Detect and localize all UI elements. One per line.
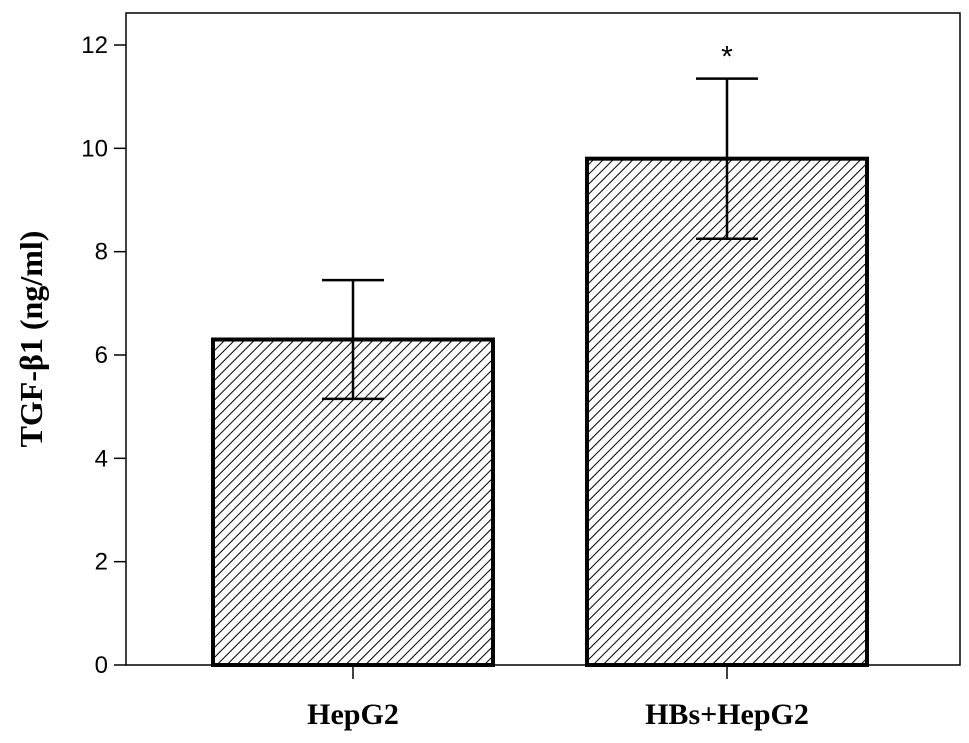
y-tick-label: 4 bbox=[95, 445, 108, 472]
x-category-label: HBs+HepG2 bbox=[645, 698, 809, 731]
y-axis: 0 2 4 6 8 10 12 bbox=[81, 32, 126, 679]
x-category-label: HepG2 bbox=[307, 698, 399, 731]
y-tick-label: 6 bbox=[95, 342, 108, 369]
error-bar bbox=[696, 77, 758, 240]
bars: * bbox=[211, 41, 869, 668]
y-tick-label: 12 bbox=[81, 32, 108, 59]
bar-hbs-hepg2 bbox=[585, 156, 869, 668]
plot-area-frame bbox=[125, 12, 961, 666]
y-tick-label: 0 bbox=[95, 652, 108, 679]
error-bar bbox=[322, 278, 384, 401]
y-axis-title: TGF-β1 (ng/ml) bbox=[13, 231, 49, 448]
significance-marker: * bbox=[721, 41, 733, 74]
y-tick-label: 10 bbox=[81, 135, 108, 162]
y-tick-label: 8 bbox=[95, 239, 108, 266]
x-axis: HepG2 HBs+HepG2 bbox=[307, 665, 809, 731]
y-tick-label: 2 bbox=[95, 549, 108, 576]
